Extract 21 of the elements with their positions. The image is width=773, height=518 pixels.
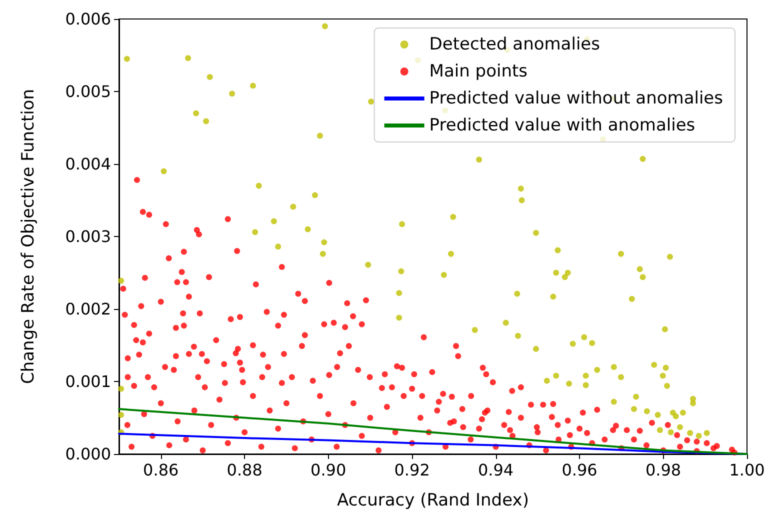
y-tick-label: 0.003 xyxy=(65,227,111,246)
y-axis-title: Change Rate of Objective Function xyxy=(18,89,38,384)
x-tick-label: 0.88 xyxy=(226,460,262,480)
legend-label: Predicted value with anomalies xyxy=(429,116,696,136)
x-tick-label: 0.94 xyxy=(478,460,514,480)
x-tick-label: 0.96 xyxy=(562,460,598,480)
x-tick-label: 1.00 xyxy=(729,460,765,480)
y-tick-label: 0.006 xyxy=(65,10,111,28)
x-tick-label: 0.86 xyxy=(143,460,179,480)
x-tick-label: 0.90 xyxy=(310,460,346,480)
x-tick-label: 0.98 xyxy=(645,460,682,480)
legend-label: Detected anomalies xyxy=(429,34,600,54)
y-tick-label: 0.004 xyxy=(65,154,111,174)
y-tick-label: 0.000 xyxy=(65,444,111,464)
y-tick-label: 0.001 xyxy=(65,372,111,391)
y-tick-label: 0.002 xyxy=(65,300,111,318)
legend-label: Predicted value without anomalies xyxy=(429,88,724,108)
y-tick-label: 0.005 xyxy=(65,82,111,101)
x-axis-title: Accuracy (Rand Index) xyxy=(337,490,529,510)
x-tick-label: 0.92 xyxy=(394,460,430,480)
legend-label: Main points xyxy=(429,62,528,82)
